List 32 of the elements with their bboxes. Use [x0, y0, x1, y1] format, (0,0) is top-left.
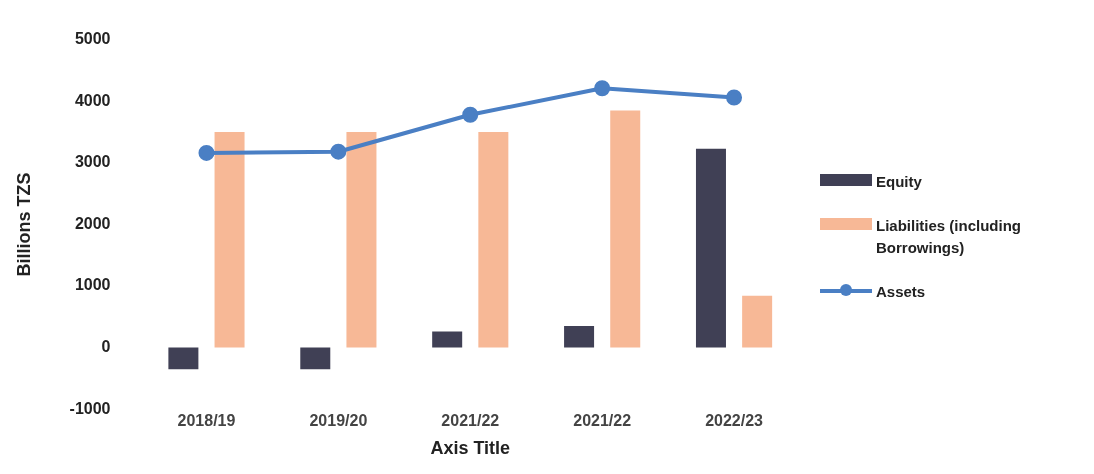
y-tick-label: 3000	[74, 153, 111, 171]
bar	[478, 132, 509, 348]
point	[198, 144, 215, 161]
bar	[432, 331, 463, 348]
legend-label: Assets	[876, 282, 926, 302]
legend-label: Liabilities (including Borrowings)	[876, 216, 1022, 258]
x-tick-label: 2021/22	[441, 412, 500, 430]
y-tick-label: -1000	[69, 399, 111, 417]
x-axis-title: Axis Title	[430, 438, 511, 459]
bar	[695, 148, 726, 348]
x-tick-label: 2022/23	[705, 412, 764, 430]
point	[726, 89, 743, 106]
x-tick-label: 2019/20	[309, 412, 368, 430]
bar	[564, 326, 595, 348]
bar	[610, 110, 641, 348]
y-tick-label: 2000	[74, 214, 111, 232]
y-axis-title: Billions TZS	[13, 172, 34, 277]
bar	[168, 347, 199, 370]
bar	[742, 295, 773, 348]
y-tick-label: 5000	[74, 30, 111, 48]
legend-label: Equity	[876, 172, 922, 192]
x-tick-label: 2018/19	[177, 412, 236, 430]
bar	[214, 132, 245, 348]
y-tick-label: 4000	[74, 91, 111, 109]
bar	[346, 132, 377, 348]
point	[594, 80, 611, 97]
y-tick-label: 1000	[74, 276, 111, 294]
point	[330, 143, 347, 160]
point	[462, 106, 479, 123]
x-tick-label: 2021/22	[573, 412, 632, 430]
y-tick-label: 0	[101, 338, 111, 356]
bar	[300, 347, 331, 370]
